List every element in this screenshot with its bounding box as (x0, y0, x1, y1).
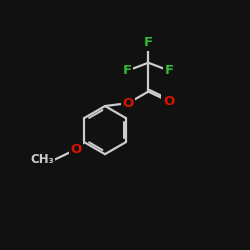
Text: O: O (70, 143, 82, 156)
Text: F: F (122, 64, 132, 77)
Text: O: O (122, 97, 134, 110)
Text: CH₃: CH₃ (30, 154, 54, 166)
Text: O: O (163, 95, 174, 108)
Text: F: F (144, 36, 153, 49)
Text: F: F (165, 64, 174, 77)
